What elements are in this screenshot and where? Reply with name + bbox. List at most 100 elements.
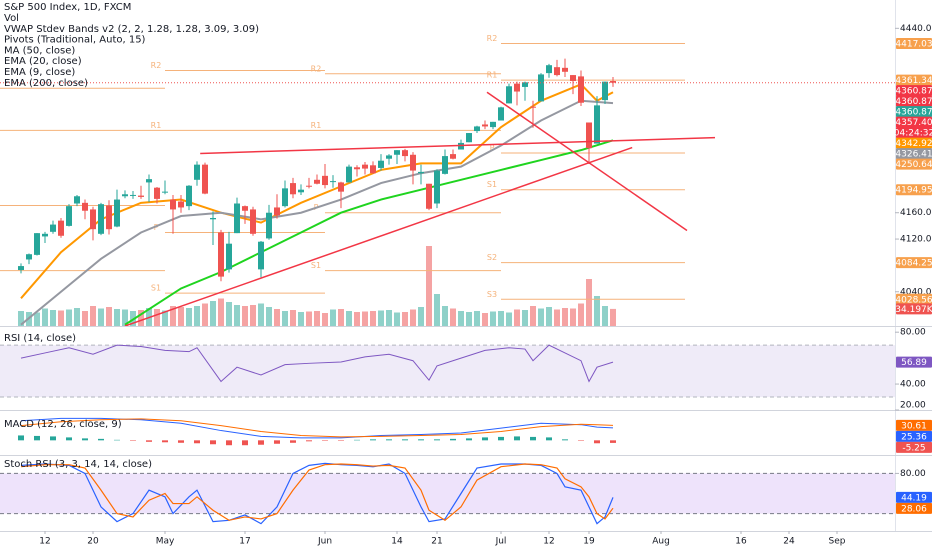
trend-line <box>200 136 716 155</box>
candle-body <box>90 209 96 230</box>
pivot-label: R2 <box>151 61 162 70</box>
legend-item: EMA (200, close) <box>4 78 88 89</box>
rsi-band <box>0 345 895 398</box>
pivot-label: R1 <box>151 121 162 130</box>
price-tag <box>896 137 932 149</box>
volume-bar <box>266 307 272 326</box>
volume-bar <box>18 311 24 326</box>
candle-body <box>402 150 408 157</box>
volume-bar <box>114 309 120 326</box>
price-tag-label: 4028.56 <box>895 295 932 305</box>
volume-bar <box>338 309 344 326</box>
candle-body <box>458 142 464 150</box>
volume-bar <box>50 310 56 326</box>
volume-bar <box>42 308 48 326</box>
legend-item: MA (50, close) <box>4 45 75 56</box>
volume-bar <box>98 308 104 326</box>
volume-bar <box>298 312 304 326</box>
price-tag <box>896 303 932 315</box>
pivot-label: S3 <box>487 290 497 299</box>
candle-body <box>98 204 104 234</box>
volume-bar <box>290 310 296 326</box>
candle-body <box>474 126 480 132</box>
price-tag-label: -5.25 <box>902 443 925 453</box>
legend-item: Pivots (Traditional, Auto, 15) <box>4 35 146 46</box>
candle-body <box>178 201 184 208</box>
candle-body <box>338 182 344 192</box>
candle-body <box>554 67 560 76</box>
macd-histogram-bar <box>226 440 232 446</box>
candle-body <box>186 185 192 207</box>
x-tick-label: 12 <box>39 537 50 547</box>
trend-line <box>124 146 633 326</box>
candle-body <box>226 243 232 270</box>
x-tick-label: 24 <box>783 537 795 547</box>
candle-body <box>234 203 240 234</box>
volume-bar <box>530 306 536 326</box>
candle-body <box>386 155 392 159</box>
candle-body <box>466 133 472 143</box>
price-tag <box>896 148 932 160</box>
volume-bar <box>322 313 328 326</box>
volume-bar <box>570 308 576 326</box>
volume-bar <box>306 311 312 326</box>
x-tick-label: May <box>156 537 175 547</box>
macd-histogram-bar <box>466 438 472 441</box>
pane-layer <box>0 462 895 525</box>
candle-body <box>202 164 208 194</box>
price-tag-label: 4360.87 <box>895 97 932 107</box>
volume-bar <box>602 306 608 326</box>
candle-body <box>426 183 432 209</box>
price-tag <box>896 502 932 514</box>
candle-body <box>370 165 376 174</box>
candle-body <box>522 82 528 87</box>
candle-body <box>242 206 248 211</box>
price-tag-label: 30.61 <box>901 421 927 431</box>
y-tick-label: 80.00 <box>900 469 926 479</box>
pivot-label: P <box>154 223 159 232</box>
volume-bar <box>514 309 520 326</box>
candle-body <box>490 121 496 128</box>
ma-line <box>20 99 614 326</box>
candle-body <box>50 224 56 232</box>
macd-histogram-bar <box>178 440 184 443</box>
macd-histogram-bar <box>514 436 520 441</box>
candle-body <box>82 202 88 211</box>
candle-body <box>42 233 48 237</box>
price-tag-label: 4357.40 <box>895 118 932 128</box>
price-tag-label: 4360.87 <box>895 108 932 118</box>
macd-histogram-bar <box>50 436 56 441</box>
stoch-band <box>0 473 895 514</box>
candle-body <box>282 188 288 207</box>
volume-bar <box>314 311 320 326</box>
pivot-label: R1 <box>311 121 322 130</box>
volume-bar <box>66 309 72 326</box>
price-tag-label: 4417.03 <box>895 39 932 49</box>
macd-histogram-bar <box>402 439 408 441</box>
macd-histogram-bar <box>258 440 264 445</box>
pivot-label: R2 <box>311 64 322 73</box>
candle-body <box>578 76 584 103</box>
candle-body <box>450 154 456 159</box>
price-tag <box>896 491 932 503</box>
volume-bar <box>418 307 424 326</box>
legend-item: EMA (9, close) <box>4 67 75 78</box>
volume-bar <box>138 310 144 326</box>
candle-body <box>274 207 280 216</box>
x-tick-label: 16 <box>735 537 747 547</box>
candle-body <box>362 164 368 169</box>
volume-bar <box>402 312 408 326</box>
pivot-label: P <box>490 144 495 153</box>
price-tag <box>896 430 932 442</box>
price-tag <box>896 419 932 431</box>
macd-histogram-bar <box>386 439 392 441</box>
candle-body <box>378 160 384 168</box>
volume-bar <box>362 311 368 326</box>
macd-histogram-bar <box>290 440 296 443</box>
candle-body <box>314 179 320 184</box>
volume-bar <box>58 310 64 326</box>
volume-bar <box>242 306 248 326</box>
pane-title: Stoch RSI (3, 3, 14, 14, close) <box>4 459 152 470</box>
macd-histogram-bar <box>450 438 456 441</box>
pane-layer <box>18 417 616 446</box>
